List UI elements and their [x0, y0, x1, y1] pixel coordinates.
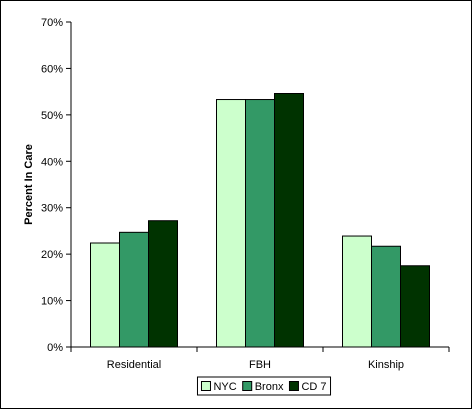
- bar-bronx-fbh: [245, 99, 275, 348]
- x-tick-label: Residential: [107, 359, 161, 371]
- bar-nyc-fbh: [216, 99, 246, 348]
- y-axis-title-group: Percent In Care: [23, 144, 35, 225]
- y-tick-label: 50%: [41, 110, 63, 122]
- bar-cd-7-residential: [148, 220, 178, 348]
- bar-nyc-residential: [90, 242, 120, 348]
- legend-swatch-bronx: [242, 381, 253, 391]
- legend-label-nyc: NYC: [213, 381, 236, 393]
- bar-bronx-residential: [119, 231, 149, 348]
- y-tick-label: 60%: [41, 63, 63, 75]
- bars: [90, 93, 430, 348]
- y-tick-label: 10%: [41, 296, 63, 308]
- legend: NYC Bronx CD 7: [196, 376, 332, 396]
- legend-swatch-cd-7: [288, 381, 299, 391]
- axes: [70, 22, 449, 348]
- y-tick-label: 20%: [41, 249, 63, 261]
- y-tick-label: 70%: [41, 17, 63, 29]
- legend-label-cd-7: CD 7: [301, 381, 326, 393]
- bar-cd-7-fbh: [274, 93, 304, 348]
- y-axis-ticks: 0% 10% 20% 30% 40% 50% 60% 70%: [41, 17, 71, 354]
- legend-label-bronx: Bronx: [255, 381, 284, 393]
- y-tick-label: 30%: [41, 203, 63, 215]
- x-tick-label: FBH: [249, 359, 271, 371]
- bar-nyc-kinship: [342, 235, 372, 348]
- x-axis-ticks: Residential FBH Kinship: [70, 347, 450, 371]
- y-tick-label: 40%: [41, 156, 63, 168]
- legend-swatch-nyc: [200, 381, 211, 391]
- y-axis-title: Percent In Care: [23, 144, 35, 225]
- y-tick-label: 0%: [47, 342, 63, 354]
- x-tick-label: Kinship: [368, 359, 404, 371]
- bar-cd-7-kinship: [400, 265, 430, 348]
- bar-bronx-kinship: [371, 245, 401, 348]
